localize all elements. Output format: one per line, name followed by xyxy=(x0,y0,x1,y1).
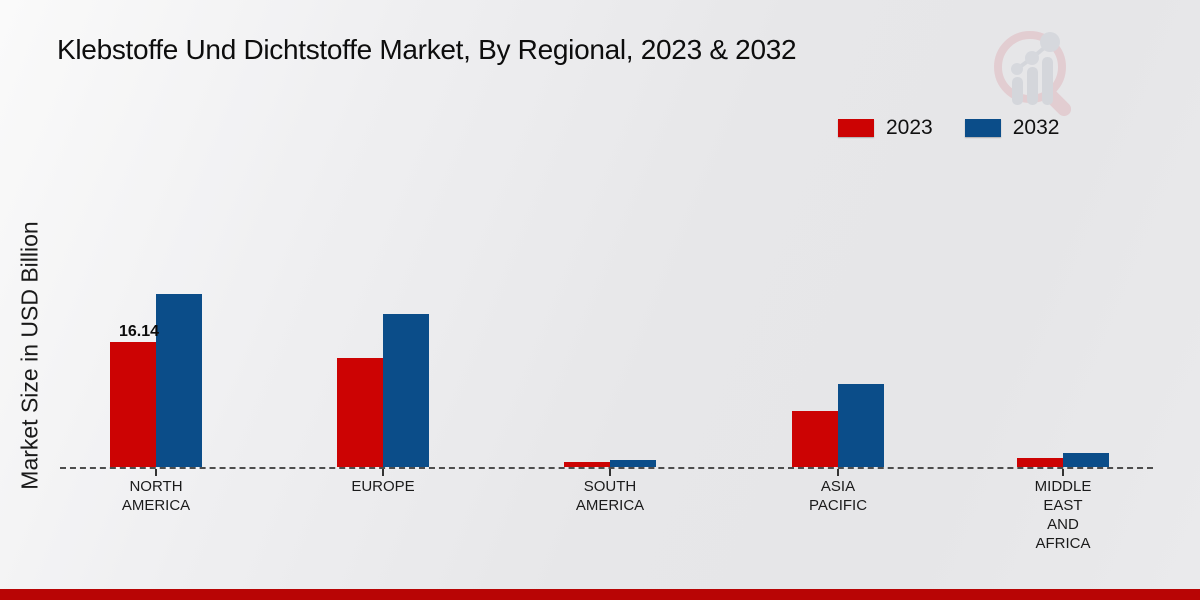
x-axis-tick xyxy=(155,469,157,476)
x-axis-tick xyxy=(382,469,384,476)
bar-2023-asia-pacific xyxy=(792,411,838,467)
bar-2023-south-america xyxy=(564,462,610,467)
category-label-line: MIDDLE xyxy=(1034,478,1092,495)
x-axis-tick xyxy=(609,469,611,476)
category-label-south-america: SOUTH AMERICA xyxy=(535,477,685,515)
bar-2032-asia-pacific xyxy=(838,384,884,467)
legend-label-2023: 2023 xyxy=(886,116,933,139)
legend: 2023 2032 xyxy=(838,116,1059,140)
chart-title: Klebstoffe Und Dichtstoffe Market, By Re… xyxy=(57,34,797,65)
category-label-line: SOUTH xyxy=(583,478,637,495)
legend-item-2032: 2032 xyxy=(964,116,1060,140)
category-label-line: AND xyxy=(1047,516,1079,533)
bar-2032-south-america xyxy=(610,460,656,467)
category-label-line: EAST xyxy=(1043,497,1083,514)
data-label-2023-north-america: 16.14 xyxy=(118,323,160,340)
x-axis-baseline xyxy=(60,467,1153,469)
bar-2032-north-america xyxy=(156,294,202,467)
legend-item-2023: 2023 xyxy=(838,116,933,140)
bar-chart-magnifier-logo-icon xyxy=(988,25,1088,125)
x-axis-tick xyxy=(1062,469,1064,476)
bar-2032-middle-east-and-africa xyxy=(1063,453,1109,467)
bar-2032-europe xyxy=(383,314,429,467)
legend-swatch-2023 xyxy=(838,119,874,137)
legend-swatch-2032 xyxy=(964,119,1001,137)
bar-2023-europe xyxy=(337,358,383,467)
category-label-europe: EUROPE xyxy=(308,477,458,496)
category-label-asia-pacific: ASIA PACIFIC xyxy=(763,477,913,515)
category-label-line: NORTH xyxy=(129,478,183,495)
category-label-middle-east-and-africa: MIDDLE EAST AND AFRICA xyxy=(988,477,1138,553)
category-label-line: AFRICA xyxy=(1035,535,1091,552)
legend-label-2032: 2032 xyxy=(1012,116,1060,139)
category-label-north-america: NORTH AMERICA xyxy=(81,477,231,515)
category-label-line: ASIA xyxy=(820,478,856,495)
bar-2023-middle-east-and-africa xyxy=(1017,458,1063,467)
x-axis-tick xyxy=(837,469,839,476)
category-label-line: EUROPE xyxy=(351,478,415,495)
footer-accent-bar xyxy=(0,589,1200,600)
category-label-line: PACIFIC xyxy=(808,497,868,514)
bar-2023-north-america xyxy=(110,342,156,467)
category-label-line: AMERICA xyxy=(121,497,191,514)
category-label-line: AMERICA xyxy=(575,497,645,514)
